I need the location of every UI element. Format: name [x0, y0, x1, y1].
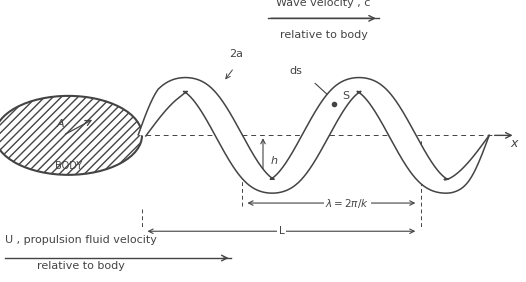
Text: relative to body: relative to body [279, 30, 368, 39]
Polygon shape [138, 78, 489, 193]
Text: $\lambda = 2\pi/k$: $\lambda = 2\pi/k$ [325, 197, 369, 210]
Text: relative to body: relative to body [37, 261, 125, 271]
Circle shape [0, 96, 142, 175]
Text: h: h [271, 156, 278, 166]
Text: Wave velocity , c: Wave velocity , c [276, 0, 371, 8]
Text: 2a: 2a [229, 49, 243, 59]
Text: ds: ds [290, 66, 302, 76]
Text: S: S [342, 91, 349, 101]
Text: L: L [279, 226, 284, 236]
Text: A: A [57, 119, 64, 129]
Text: U , propulsion fluid velocity: U , propulsion fluid velocity [5, 235, 157, 245]
Text: BODY: BODY [55, 161, 82, 171]
Text: x: x [510, 137, 518, 150]
